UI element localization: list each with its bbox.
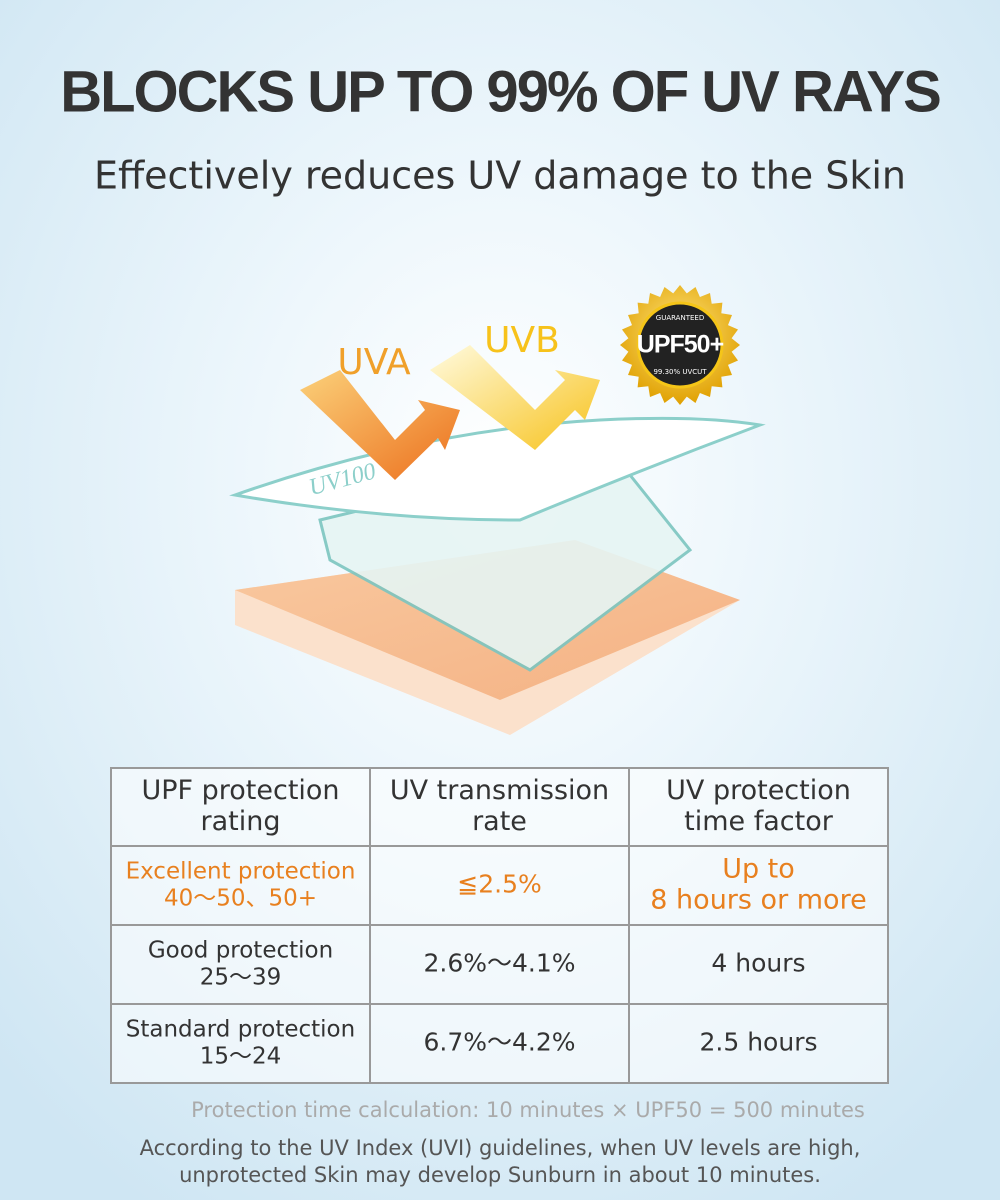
header-cell: time factor <box>684 806 834 837</box>
table-cell: Up to <box>722 854 795 885</box>
table-cell: Excellent protection <box>126 859 356 885</box>
table-cell: 40～50、50+ <box>164 886 317 912</box>
guideline-note: According to the UV Index (UVI) guidelin… <box>140 1136 861 1160</box>
table-cell: 6.7%～4.2% <box>423 1028 575 1057</box>
badge-main: UPF50+ <box>637 331 724 359</box>
table-cell: 8 hours or more <box>650 885 866 916</box>
uvb-arrow <box>430 345 600 450</box>
badge-center <box>636 301 724 389</box>
header-cell: UV transmission <box>390 775 609 806</box>
header-cell: rate <box>472 806 527 837</box>
header-cell: rating <box>201 806 281 837</box>
subtitle: Effectively reduces UV damage to the Ski… <box>94 154 906 198</box>
table-cell: 15～24 <box>200 1044 282 1070</box>
table-cell: Good protection <box>148 938 333 964</box>
uva-label: UVA <box>337 342 411 383</box>
header-cell: UPF protection <box>141 775 339 806</box>
table-cell: ≦2.5% <box>457 870 541 899</box>
calculation-note: Protection time calculation: 10 minutes … <box>191 1098 865 1122</box>
uva-arrow <box>300 370 460 480</box>
badge-bottom: 99.30% UVCUT <box>653 368 707 376</box>
table-cell: 2.5 hours <box>700 1028 818 1057</box>
header-cell: UV protection <box>666 775 851 806</box>
badge-top: GUARANTEED <box>656 314 704 322</box>
title: BLOCKS UP TO 99% OF UV RAYS <box>60 59 940 124</box>
table-cell: 4 hours <box>711 949 805 978</box>
table-cell: 2.6%～4.1% <box>423 949 575 978</box>
table-cell: 25～39 <box>200 965 282 991</box>
table-cell: Standard protection <box>126 1017 355 1043</box>
guideline-note: unprotected Skin may develop Sunburn in … <box>179 1163 821 1187</box>
badge: GUARANTEED UPF50+ 99.30% UVCUT <box>620 285 740 405</box>
uvb-label: UVB <box>484 320 560 361</box>
illustration: UV100 UVA UVB GUARANTEED UPF50+ 99.30% U… <box>229 285 766 735</box>
